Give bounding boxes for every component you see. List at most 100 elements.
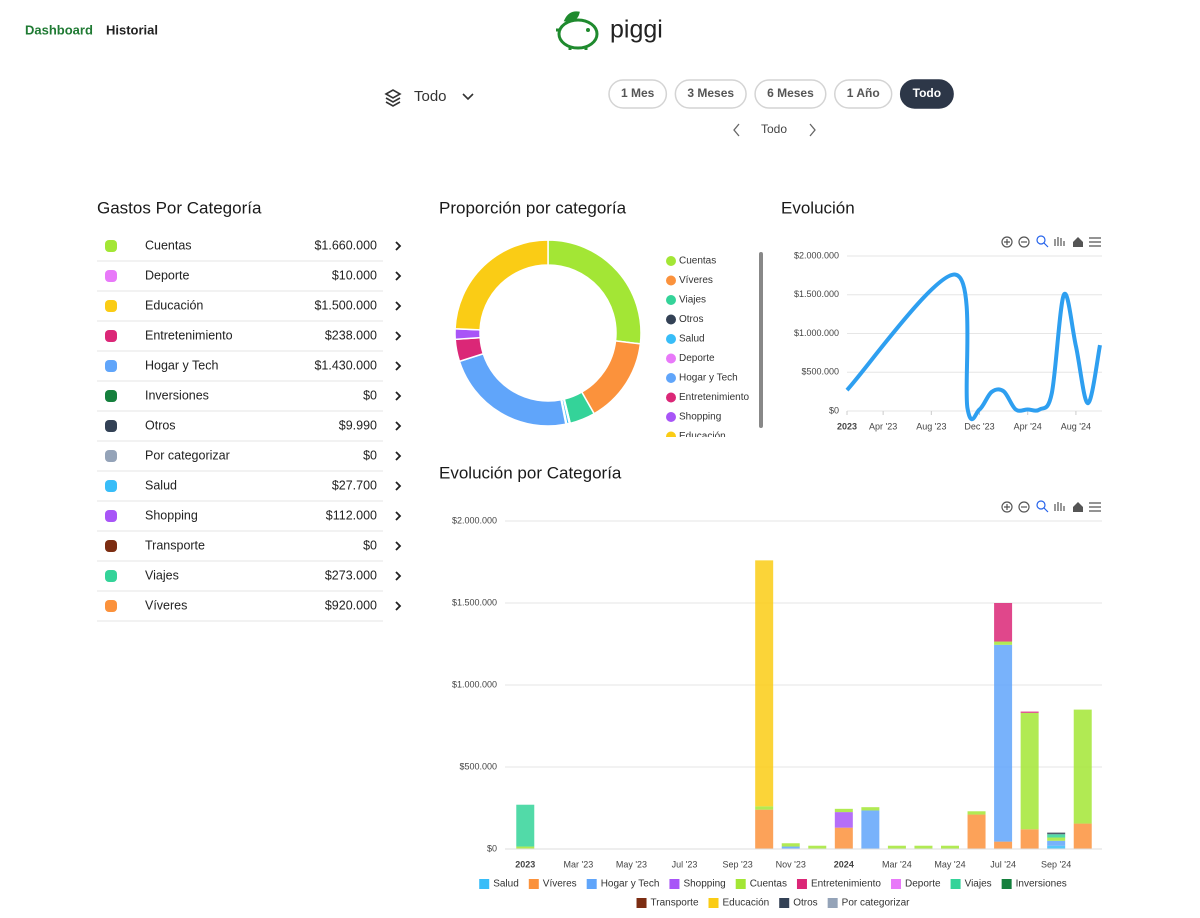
menu[interactable] xyxy=(1089,237,1101,247)
bar-segment xyxy=(861,810,880,849)
bar-segment xyxy=(914,845,933,849)
bar-segment xyxy=(755,806,774,810)
period-label: Todo xyxy=(913,86,941,100)
legend-swatch xyxy=(827,898,838,908)
next-button[interactable] xyxy=(809,123,816,137)
legend-swatch xyxy=(669,879,680,889)
legend-label: Deporte xyxy=(679,353,715,364)
legend-item[interactable]: Entretenimiento xyxy=(796,879,881,890)
category-row[interactable]: Transporte $0 xyxy=(97,538,402,562)
reset[interactable] xyxy=(1073,502,1083,512)
legend-swatch xyxy=(479,879,490,889)
legend-label: Transporte xyxy=(651,898,699,909)
menu[interactable] xyxy=(1089,502,1101,512)
zoom[interactable] xyxy=(1036,235,1049,248)
chart-title: Evolución xyxy=(781,198,855,217)
category-row[interactable]: Inversiones $0 xyxy=(97,388,402,412)
legend-swatch xyxy=(666,373,676,383)
category-row[interactable]: Deporte $10.000 xyxy=(97,268,402,292)
legend-item[interactable]: Viajes xyxy=(950,879,992,890)
period-button[interactable] xyxy=(899,79,954,109)
category-row[interactable]: Salud $27.700 xyxy=(97,478,402,502)
legend-label: Hogar y Tech xyxy=(679,373,738,384)
bar-segment xyxy=(781,846,800,849)
category-row[interactable]: Otros $9.990 xyxy=(97,418,402,442)
donut-slice xyxy=(580,340,642,415)
y-tick-label: $1.500.000 xyxy=(452,597,497,607)
chevron-right xyxy=(395,391,402,401)
period-button[interactable] xyxy=(754,79,827,109)
category-icon xyxy=(105,600,117,612)
chevron-down xyxy=(462,93,474,101)
legend-swatch xyxy=(666,314,676,325)
legend-label: Educación xyxy=(723,898,770,909)
nav-link[interactable]: Dashboard xyxy=(25,22,93,37)
bar-segment xyxy=(834,808,853,813)
bar-segment xyxy=(994,603,1013,642)
category-icon xyxy=(105,270,117,282)
category-name: Otros xyxy=(145,418,176,432)
chevron-right xyxy=(395,451,402,461)
category-row[interactable]: Hogar y Tech $1.430.000 xyxy=(97,358,402,382)
x-tick-label: 2023 xyxy=(837,421,857,431)
category-row[interactable]: Viajes $273.000 xyxy=(97,568,402,592)
legend-item[interactable]: Cuentas xyxy=(735,879,787,890)
category-row[interactable]: Entretenimiento $238.000 xyxy=(97,328,402,352)
zoom-out[interactable] xyxy=(1018,501,1030,513)
legend-swatch xyxy=(666,275,676,286)
legend-item[interactable]: Deporte xyxy=(891,879,941,890)
zoom-out[interactable] xyxy=(1018,236,1030,248)
bar-segment xyxy=(1073,709,1092,824)
chevron-right xyxy=(395,481,402,491)
y-tick-label: $0 xyxy=(487,843,497,853)
pan[interactable] xyxy=(1054,237,1065,246)
reset[interactable] xyxy=(1073,237,1083,247)
legend-item[interactable]: Transporte xyxy=(636,898,699,909)
legend-swatch xyxy=(666,392,676,403)
x-tick-label: Aug '24 xyxy=(1061,421,1091,431)
legend-item[interactable]: Hogar y Tech xyxy=(586,879,660,890)
category-row[interactable]: Educación $1.500.000 xyxy=(97,298,402,322)
category-icon xyxy=(105,390,117,402)
legend-item[interactable]: Inversiones xyxy=(1001,879,1067,890)
legend-item[interactable]: Por categorizar xyxy=(827,898,910,909)
legend-item[interactable]: Víveres xyxy=(528,879,577,890)
legend-swatch xyxy=(735,879,746,889)
bar-segment xyxy=(1073,823,1092,849)
period-buttons: 1 Mes 3 Meses 6 Meses 1 Año Todo xyxy=(608,79,954,109)
legend-item[interactable]: Otros xyxy=(779,898,818,909)
prev-button[interactable] xyxy=(733,123,740,137)
category-row[interactable]: Por categorizar $0 xyxy=(97,448,402,472)
legend-item[interactable]: Salud xyxy=(479,879,519,890)
category-icon xyxy=(105,330,117,342)
account-selector[interactable]: Todo xyxy=(384,88,474,107)
legend-label: Shopping xyxy=(683,879,725,890)
period-button[interactable] xyxy=(834,79,893,109)
category-icon xyxy=(105,510,117,522)
nav-link[interactable]: Historial xyxy=(106,22,158,37)
category-name: Inversiones xyxy=(145,388,209,402)
zoom-in[interactable] xyxy=(1001,236,1013,248)
category-name: Entretenimiento xyxy=(145,328,233,342)
chevron-right xyxy=(395,241,402,251)
legend-label: Deporte xyxy=(905,879,941,890)
pan[interactable] xyxy=(1054,502,1065,511)
category-list: Cuentas $1.660.000 Deporte $10.000 Educación… xyxy=(97,238,402,622)
legend-item[interactable]: Shopping xyxy=(669,879,726,890)
period-button[interactable] xyxy=(674,79,747,109)
legend-label: Otros xyxy=(793,898,817,909)
period-button[interactable] xyxy=(608,79,668,109)
zoom-in[interactable] xyxy=(1001,501,1013,513)
category-row[interactable]: Cuentas $1.660.000 xyxy=(97,238,402,262)
zoom[interactable] xyxy=(1036,500,1049,513)
bar-segment xyxy=(516,846,535,849)
scrollbar[interactable] xyxy=(759,252,763,428)
category-name: Cuentas xyxy=(145,238,192,252)
period-label: 6 Meses xyxy=(767,86,814,100)
x-tick-label: Apr '23 xyxy=(869,421,897,431)
legend-label: Salud xyxy=(493,879,519,890)
legend-item[interactable]: Educación xyxy=(708,898,770,909)
legend-label: Cuentas xyxy=(750,879,787,890)
category-row[interactable]: Víveres $920.000 xyxy=(97,598,402,622)
category-row[interactable]: Shopping $112.000 xyxy=(97,508,402,532)
